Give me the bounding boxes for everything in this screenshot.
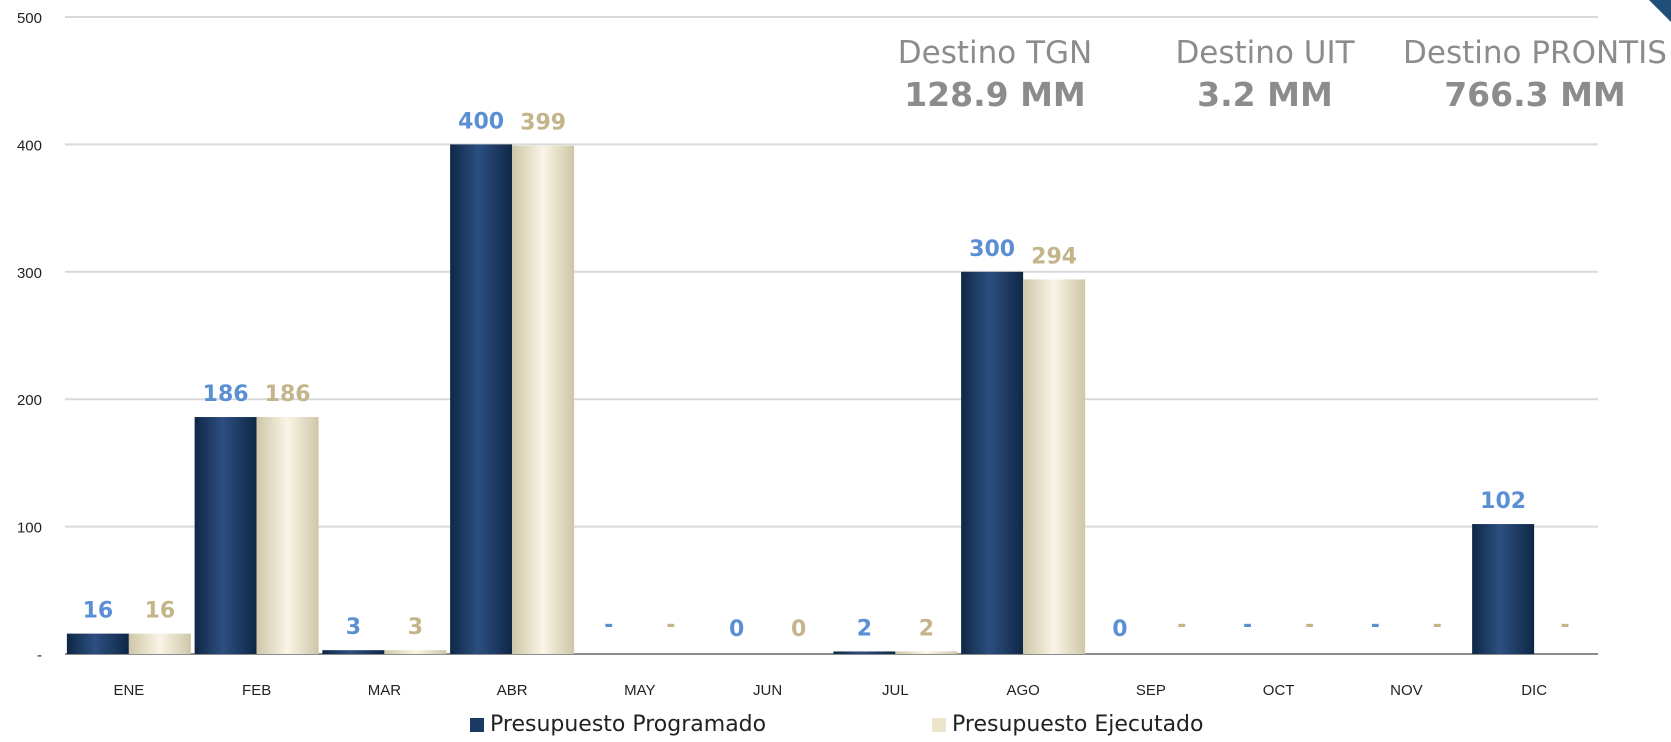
data-label-ejecutado-ago: 294 (1031, 244, 1077, 269)
bar-programado-abr (450, 144, 513, 654)
destino-tgn: Destino TGN 128.9 MM (880, 33, 1110, 117)
x-tick-label: JUN (753, 682, 782, 699)
y-tick-label: 400 (17, 137, 42, 154)
destino-prontis-name: Destino PRONTIS (1403, 35, 1667, 71)
bar-ejecutado-ene (128, 633, 191, 654)
data-label-ejecutado-ene: 16 (145, 599, 176, 624)
x-tick-label: OCT (1263, 682, 1295, 699)
x-tick-label: AGO (1006, 682, 1039, 699)
x-tick-label: JUL (882, 682, 909, 699)
legend-label-ejecutado: Presupuesto Ejecutado (952, 712, 1204, 737)
legend-item-programado: Presupuesto Programado (470, 712, 766, 737)
data-label-ejecutado-abr: 399 (520, 111, 566, 136)
x-tick-label: DIC (1521, 682, 1547, 699)
bar-ejecutado-feb (256, 417, 319, 654)
x-tick-label: ENE (113, 682, 144, 699)
y-tick-label: 500 (17, 10, 42, 27)
destino-uit: Destino UIT 3.2 MM (1155, 33, 1375, 117)
y-tick-label: 100 (17, 520, 42, 537)
data-label-programado-abr: 400 (458, 109, 504, 134)
data-label-ejecutado-mar: 3 (408, 615, 423, 640)
data-label-ejecutado-sep: - (1177, 613, 1186, 638)
bar-programado-mar (322, 650, 385, 654)
bar-programado-jul (833, 651, 896, 654)
bar-programado-ene (66, 633, 129, 654)
x-tick-label: NOV (1390, 682, 1423, 699)
destino-prontis: Destino PRONTIS 766.3 MM (1400, 33, 1670, 117)
data-label-programado-sep: 0 (1112, 617, 1127, 642)
data-label-ejecutado-may: - (666, 613, 675, 638)
data-label-programado-ago: 300 (969, 237, 1015, 262)
y-tick-label: 200 (17, 392, 42, 409)
x-tick-label: MAR (368, 682, 402, 699)
bar-programado-ago (961, 271, 1024, 654)
x-tick-label: SEP (1136, 682, 1166, 699)
data-label-programado-may: - (604, 613, 613, 638)
data-label-ejecutado-dic: - (1561, 613, 1570, 638)
x-tick-label: MAY (624, 682, 655, 699)
destino-uit-value: 3.2 MM (1197, 75, 1333, 114)
bar-ejecutado-jul (895, 651, 958, 654)
data-label-programado-oct: - (1243, 613, 1252, 638)
destino-tgn-name: Destino TGN (897, 35, 1093, 71)
bar-programado-dic (1472, 524, 1535, 654)
data-label-ejecutado-oct: - (1305, 613, 1314, 638)
bar-programado-feb (194, 417, 257, 654)
bar-ejecutado-ago (1023, 279, 1086, 654)
bar-ejecutado-abr (512, 145, 575, 654)
corner-decoration (1649, 0, 1671, 22)
bar-ejecutado-mar (384, 650, 447, 654)
data-label-programado-jul: 2 (857, 616, 872, 641)
data-label-ejecutado-nov: - (1433, 613, 1442, 638)
x-tick-label: ABR (497, 682, 528, 699)
y-tick-label: 300 (17, 265, 42, 282)
data-label-programado-dic: 102 (1480, 489, 1526, 514)
data-label-ejecutado-jun: 0 (791, 617, 806, 642)
data-label-programado-jun: 0 (729, 617, 744, 642)
data-label-ejecutado-feb: 186 (265, 382, 311, 407)
data-label-programado-nov: - (1371, 613, 1380, 638)
legend-swatch-programado (470, 717, 484, 732)
data-label-programado-feb: 186 (203, 382, 249, 407)
destino-prontis-value: 766.3 MM (1444, 75, 1626, 114)
data-label-ejecutado-jul: 2 (919, 616, 934, 641)
legend-swatch-ejecutado (932, 717, 946, 732)
data-label-programado-mar: 3 (346, 615, 361, 640)
x-tick-label: FEB (242, 682, 271, 699)
destino-uit-name: Destino UIT (1175, 35, 1355, 71)
y-tick-label: - (37, 647, 42, 664)
destino-tgn-value: 128.9 MM (904, 75, 1086, 114)
data-label-programado-ene: 16 (83, 599, 114, 624)
legend-item-ejecutado: Presupuesto Ejecutado (932, 712, 1204, 737)
legend-label-programado: Presupuesto Programado (490, 712, 767, 737)
